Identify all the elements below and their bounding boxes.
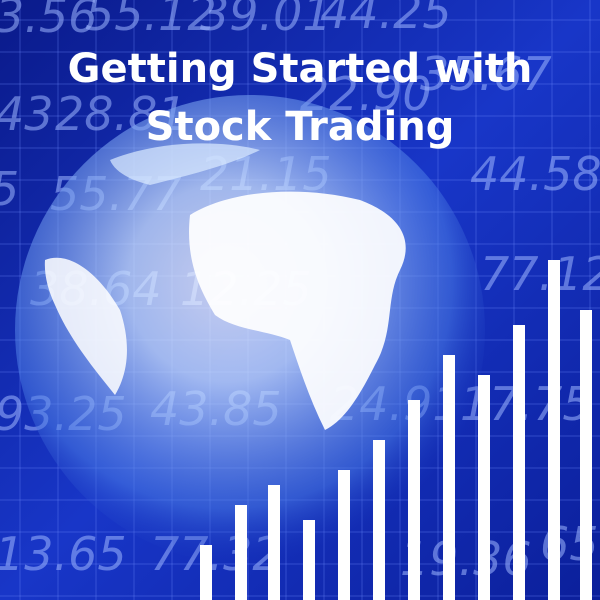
continent <box>110 143 260 185</box>
ticker-number: 5 <box>0 162 19 216</box>
bar-shape <box>513 325 525 600</box>
ticker-number: 3.56 <box>0 0 97 43</box>
bar-shape <box>373 440 385 600</box>
ticker-number: 55.12 <box>85 0 217 41</box>
bar-shape <box>408 400 420 600</box>
bar-shape <box>338 470 350 600</box>
ticker-number: 35.67 <box>420 47 552 101</box>
continent <box>44 257 127 395</box>
bar-shape <box>443 355 455 600</box>
ticker-number: 19.36 <box>400 532 532 586</box>
ticker-number: 13.65 <box>0 527 127 581</box>
bar-shape <box>478 375 490 600</box>
bar-shape <box>548 260 560 600</box>
ticker-number: 43 <box>0 87 54 141</box>
ticker-number: 77.12 <box>480 247 600 301</box>
title-line: Stock Trading <box>146 104 455 150</box>
bar-shape <box>235 505 247 600</box>
bar-graphic <box>200 260 592 600</box>
continent <box>189 191 406 430</box>
bar-shape <box>303 520 315 600</box>
bar-shape <box>268 485 280 600</box>
title-line: Getting Started with <box>68 46 533 92</box>
ticker-number: 44.58 <box>470 147 600 201</box>
ticker-number: 39.01 <box>200 0 332 41</box>
bar-shape <box>580 310 592 600</box>
ticker-number: 44.25 <box>320 0 452 39</box>
bar-shape <box>200 545 212 600</box>
